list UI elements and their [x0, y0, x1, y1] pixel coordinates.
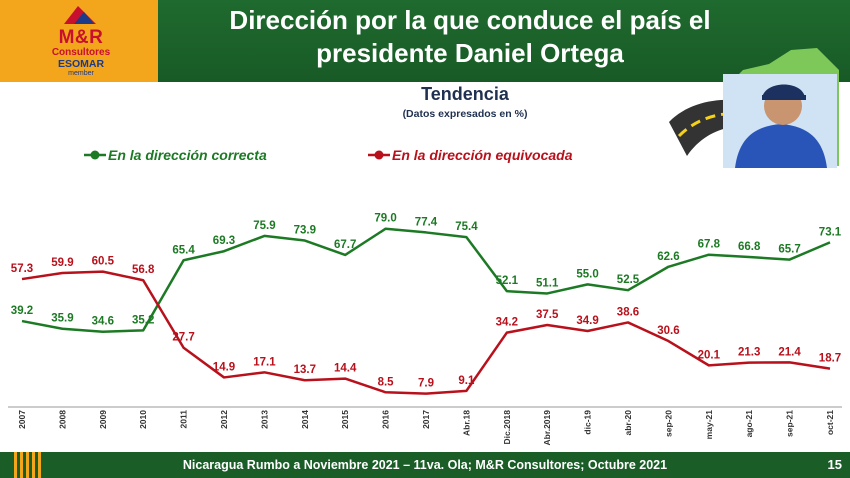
x-tick-label: 2014 [300, 410, 310, 429]
x-tick-label: dic-19 [583, 410, 593, 435]
x-tick-label: abr-20 [623, 410, 633, 436]
legend-correct-label: En la dirección correcta [108, 147, 267, 163]
x-tick-label: 2015 [340, 410, 350, 429]
legend-wrong-marker-icon [368, 150, 390, 160]
x-tick-label: Abr.2019 [542, 410, 552, 446]
data-label-wrong: 17.1 [253, 356, 276, 368]
data-label-correct: 66.8 [738, 241, 761, 253]
person-silhouette-icon [735, 124, 827, 168]
logo-esomar: ESOMAR [57, 58, 105, 70]
data-label-correct: 65.4 [172, 244, 195, 256]
x-tick-label: 2007 [17, 410, 27, 429]
footer-stripes [14, 452, 42, 478]
data-label-wrong: 34.9 [576, 315, 598, 327]
legend-wrong-label: En la dirección equivocada [392, 147, 573, 163]
data-label-correct: 75.9 [253, 220, 275, 232]
data-label-wrong: 8.5 [378, 376, 395, 388]
data-label-wrong: 14.9 [213, 361, 235, 373]
data-label-wrong: 59.9 [51, 257, 73, 269]
x-tick-label: ago-21 [744, 410, 754, 438]
page-number: 15 [827, 457, 842, 472]
x-tick-label: 2016 [381, 410, 391, 429]
chart-layer: 2007 2008 2009 2010 2011 2012 2013 2014 2015 2016… [11, 213, 842, 446]
data-label-correct: 75.4 [455, 221, 478, 233]
data-label-wrong: 56.8 [132, 264, 155, 276]
x-tick-label: oct-21 [825, 410, 835, 435]
data-label-wrong: 21.4 [778, 346, 801, 358]
x-tick-label: 2008 [57, 410, 67, 429]
series-wrong-line [21, 270, 831, 395]
data-label-correct: 35.2 [132, 314, 154, 326]
x-tick-label: 2017 [421, 410, 431, 429]
x-tick-label: sep-20 [663, 410, 673, 437]
data-label-correct: 67.7 [334, 239, 356, 251]
data-label-correct: 69.3 [213, 235, 235, 247]
data-label-wrong: 34.2 [496, 317, 518, 329]
x-tick-label: Dic.2018 [502, 410, 512, 445]
data-label-correct: 34.6 [92, 316, 114, 328]
header-banner: M&R Consultores ESOMAR member Dirección … [0, 0, 850, 82]
data-label-correct: 39.2 [11, 305, 33, 317]
legend-correct-marker-icon [84, 150, 106, 160]
logo-emblem-icon [64, 6, 96, 24]
data-label-wrong: 30.6 [657, 325, 679, 337]
title-line-1: Dirección por la que conduce el país el [229, 5, 711, 35]
chart-title: Tendencia [421, 84, 509, 104]
x-tick-label: 2009 [98, 410, 108, 429]
logo-brand: M&R [58, 27, 104, 48]
data-label-correct: 79.0 [374, 213, 396, 225]
data-label-wrong: 18.7 [819, 353, 841, 365]
logo-member: member [68, 70, 94, 77]
chart-subtitle: (Datos expresados en %) [402, 108, 528, 120]
page-title: Dirección por la que conduce el país el … [175, 4, 765, 70]
data-label-wrong: 20.1 [698, 349, 721, 361]
data-label-correct: 55.0 [576, 268, 598, 280]
logo-subtitle: Consultores [51, 47, 111, 58]
data-label-wrong: 21.3 [738, 347, 760, 359]
data-label-wrong: 37.5 [536, 309, 559, 321]
data-label-correct: 77.4 [415, 216, 438, 228]
data-label-correct: 62.6 [657, 251, 679, 263]
president-photo [669, 48, 839, 168]
title-line-2: presidente Daniel Ortega [316, 38, 624, 68]
mr-consultores-logo: M&R Consultores ESOMAR member [0, 0, 158, 82]
data-label-correct: 65.7 [778, 244, 800, 256]
footer-bar: Nicaragua Rumbo a Noviembre 2021 – 11va.… [0, 452, 850, 478]
data-label-wrong: 9.1 [458, 375, 475, 387]
data-label-correct: 35.9 [51, 313, 73, 325]
trend-chart: 2007 2008 2009 2010 2011 2012 2013 2014 2015 2016… [8, 213, 842, 446]
data-label-correct: 73.9 [294, 225, 316, 237]
x-tick-label: Abr.18 [461, 410, 471, 436]
data-label-correct: 67.8 [698, 239, 721, 251]
data-label-correct: 52.1 [496, 275, 519, 287]
x-tick-label: 2013 [259, 410, 269, 429]
data-label-wrong: 7.9 [418, 378, 434, 390]
x-tick-label: 2012 [219, 410, 229, 429]
data-label-wrong: 14.4 [334, 363, 357, 375]
x-tick-label: 2011 [179, 410, 189, 429]
data-label-wrong: 13.7 [294, 364, 316, 376]
x-tick-label: 2010 [138, 410, 148, 429]
data-label-correct: 51.1 [536, 277, 559, 289]
data-label-wrong: 60.5 [92, 256, 115, 268]
data-label-wrong: 27.7 [172, 332, 194, 344]
series-correct-line [21, 227, 831, 333]
data-label-wrong: 57.3 [11, 263, 33, 275]
data-label-correct: 73.1 [819, 226, 842, 238]
x-tick-label: may-21 [704, 410, 714, 440]
x-tick-label: sep-21 [785, 410, 795, 437]
data-label-wrong: 38.6 [617, 306, 639, 318]
data-label-correct: 52.5 [617, 274, 640, 286]
footer-text: Nicaragua Rumbo a Noviembre 2021 – 11va.… [182, 458, 668, 472]
